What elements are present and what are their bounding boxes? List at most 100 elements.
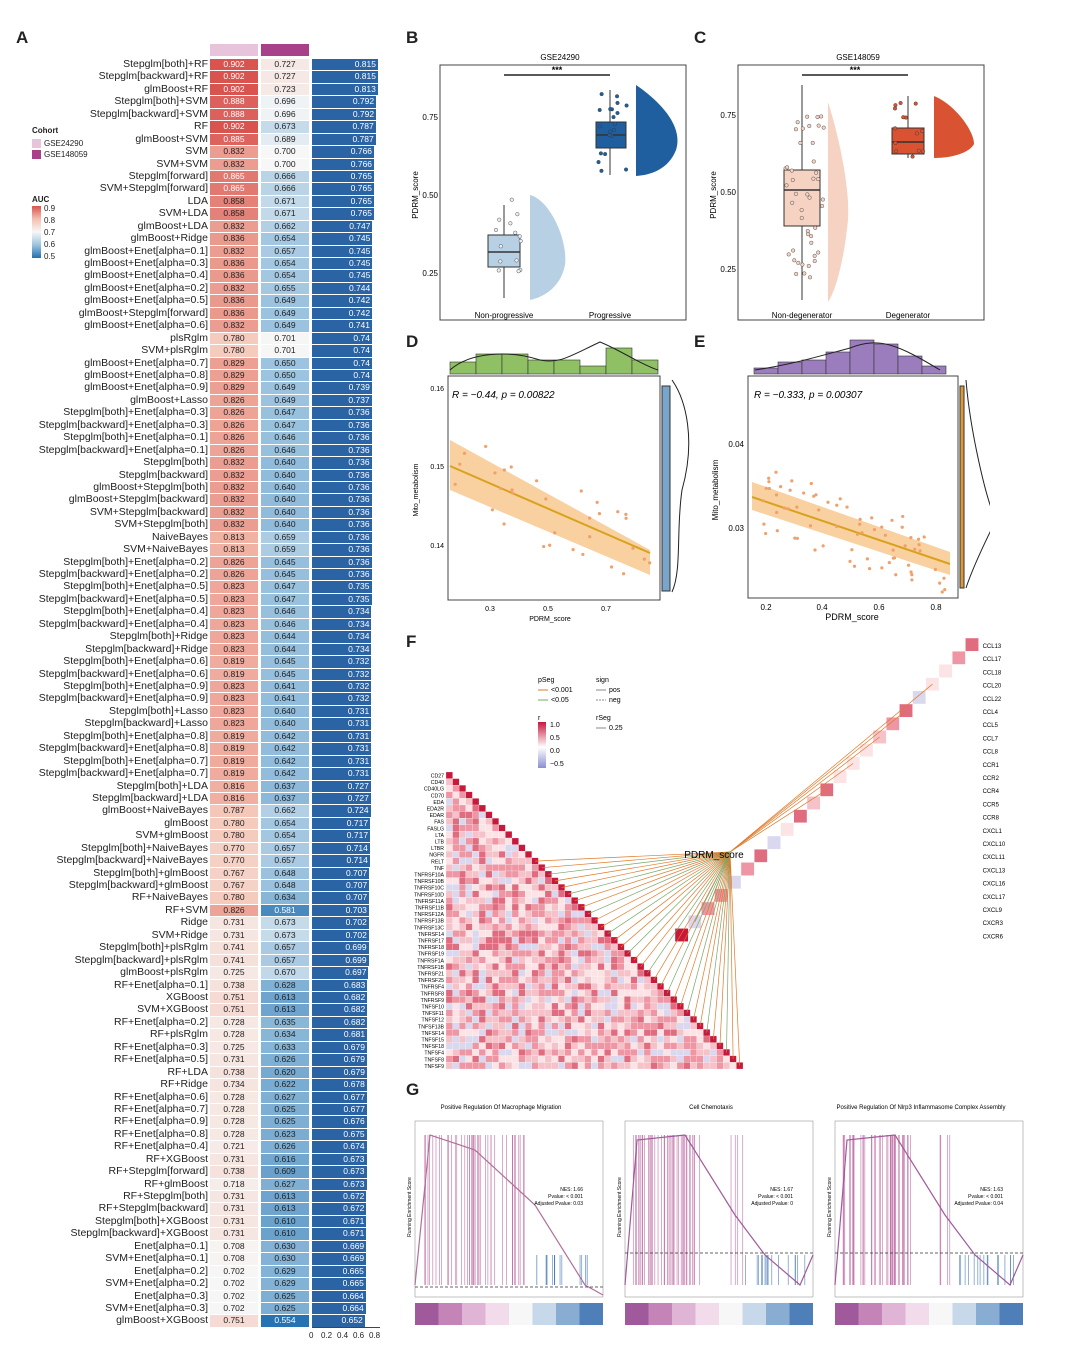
correlation-link [607,851,731,934]
correlation-cell [604,976,612,984]
model-label: glmBoost+SVM [135,132,208,145]
correlation-cell [591,1042,598,1050]
correlation-cell [472,811,480,819]
correlation-cell [492,943,499,951]
correlation-link [726,851,731,1053]
mean-auc-bar: 0.673 [312,1166,367,1178]
correlation-cell [676,1042,684,1050]
correlation-cell [459,1062,466,1070]
correlation-cell [498,824,506,832]
correlation-cell [544,1049,552,1056]
density-curve-side [671,379,690,593]
legend-item: <0.05 [551,697,569,704]
correlation-cell [551,1042,559,1050]
auc-cell-gse148059: 0.648 [261,880,309,892]
correlation-cell [525,1055,532,1063]
correlation-cell [485,1049,493,1056]
correlation-cell [551,956,559,964]
correlation-cell [577,1055,585,1063]
auc-cell-gse24290: 0.816 [210,792,258,805]
correlation-cell [525,877,532,885]
correlation-cell [459,831,466,839]
model-label: glmBoost+Enet[alpha=0.1] [84,244,208,257]
correlation-cell [643,1022,651,1030]
data-point [508,221,513,226]
data-point [800,126,805,131]
correlation-cell [498,1009,506,1017]
mean-auc-bar: 0.707 [312,880,370,892]
auc-cell-gse148059: 0.646 [261,444,309,457]
gene-label: LTB [435,840,445,846]
correlation-cell [492,910,499,918]
data-point [938,581,942,585]
correlation-cell [584,1035,592,1043]
correlation-cell [498,837,506,845]
data-point [943,588,947,592]
model-label: Stepglm[both]+Enet[alpha=0.2] [63,555,208,568]
correlation-cell [478,917,486,924]
data-point [598,151,603,156]
correlation-cell [643,1029,651,1037]
correlation-cell [571,950,579,957]
gsea-rank-bar [672,1303,696,1325]
mean-auc-bar: 0.717 [312,817,371,830]
correlation-cell [459,910,466,918]
model-label: RF+Enet[alpha=0.2] [114,1015,208,1028]
data-point [909,536,913,540]
histogram-bar [825,351,851,375]
plot-frame [439,64,687,321]
correlation-cell [445,969,453,977]
data-point [597,124,602,129]
correlation-cell [525,969,532,977]
correlation-cell [591,943,598,951]
correlation-cell [617,1002,625,1010]
correlation-cell [465,870,473,878]
correlation-cell [472,1055,480,1063]
correlation-cell [505,963,513,971]
auc-cell-gse24290: 0.823 [210,643,258,656]
correlation-cell [511,910,519,918]
correlation-cell [525,1022,532,1030]
correlation-cell [478,1035,486,1043]
correlation-cell [452,1055,460,1063]
correlation-cell [604,963,612,971]
correlation-cell [452,930,460,938]
correlation-link [627,851,731,954]
auc-cell-gse148059: 0.666 [261,183,309,195]
correlation-cell [445,1002,453,1010]
correlation-cell [505,950,513,957]
correlation-cell [531,890,539,898]
correlation-cell [465,963,473,971]
data-point [484,444,488,449]
auc-cell-gse148059: 0.581 [261,904,309,917]
data-point [799,216,804,221]
correlation-cell [505,1062,513,1070]
correlation-cell [472,1016,480,1023]
mean-auc-bar: 0.732 [312,656,372,668]
auc-cell-gse148059: 0.727 [261,71,309,83]
auc-cell-gse24290: 0.832 [210,245,258,258]
correlation-cell [591,1049,598,1056]
correlation-cell [571,963,579,971]
correlation-cell [610,1002,618,1010]
correlation-cell [478,1029,486,1037]
data-point [807,195,812,200]
data-point [887,560,891,565]
data-point [513,230,518,235]
mean-auc-bar: 0.683 [312,979,368,991]
correlation-cell [657,1002,664,1010]
data-point [814,493,818,497]
data-point [802,271,807,276]
correlation-cell [683,1022,691,1030]
auc-cell-gse24290: 0.725 [210,967,258,979]
correlation-cell [511,950,519,957]
correlation-cell [696,1049,704,1056]
gene-label: CXCL9 [983,908,1003,914]
data-point [612,121,617,126]
data-point [767,480,771,484]
legend-item: pos [609,687,621,694]
model-label: SVM+XGBoost [137,1003,208,1016]
correlation-cell [518,956,526,964]
data-point [890,518,894,522]
gene-label: CXCL11 [983,855,1006,861]
